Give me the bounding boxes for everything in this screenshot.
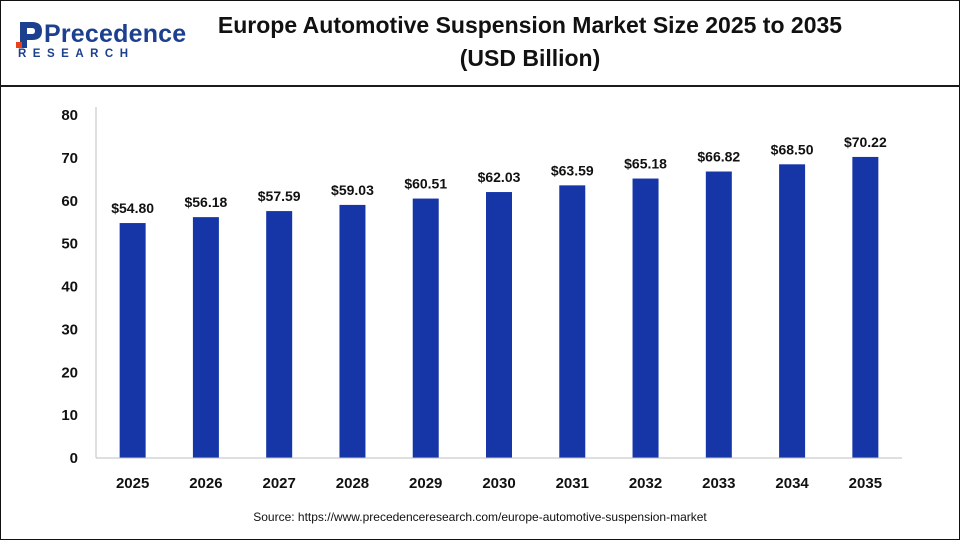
- bar-2025: [119, 223, 146, 458]
- x-tick-label-2025: 2025: [116, 475, 149, 492]
- data-label-2026: $56.18: [184, 194, 227, 210]
- chart-title-line1: Europe Automotive Suspension Market Size…: [217, 12, 843, 38]
- precedence-research-logo: Precedence RESEARCH: [14, 14, 186, 64]
- data-label-2029: $60.51: [404, 176, 447, 192]
- data-label-2028: $59.03: [331, 182, 374, 198]
- x-tick-label-2032: 2032: [629, 475, 662, 492]
- y-tick-label: 60: [61, 193, 78, 210]
- y-tick-label: 30: [61, 321, 78, 338]
- bar-2034: [779, 164, 806, 458]
- x-tick-label-2027: 2027: [262, 475, 295, 492]
- x-tick-label-2030: 2030: [482, 475, 515, 492]
- data-label-2035: $70.22: [844, 134, 887, 150]
- x-tick-label-2031: 2031: [556, 475, 589, 492]
- x-tick-label-2033: 2033: [702, 475, 735, 492]
- data-label-2030: $62.03: [478, 169, 521, 185]
- logo-mark-icon: [16, 22, 42, 48]
- source-note: Source: https://www.precedenceresearch.c…: [253, 510, 707, 524]
- bars: $54.80 $56.18 $57.59 $59.03 $60.51 $62.03 $63.…: [111, 134, 887, 458]
- data-label-2034: $68.50: [771, 141, 814, 157]
- data-label-2033: $66.82: [697, 149, 740, 165]
- x-tick-label-2034: 2034: [775, 475, 809, 492]
- bar-2026: [192, 217, 219, 458]
- header: Precedence RESEARCH Europe Automotive Su…: [0, 0, 960, 86]
- logo-subtitle: RESEARCH: [18, 48, 135, 60]
- bar-2032: [632, 178, 659, 458]
- y-tick-label: 20: [61, 364, 78, 381]
- bar-2035: [852, 156, 879, 458]
- y-axis: 0 10 20 30 40 50 60 70 80: [61, 107, 97, 467]
- bar-2029: [412, 198, 439, 458]
- x-tick-label-2026: 2026: [189, 475, 222, 492]
- data-label-2031: $63.59: [551, 162, 594, 178]
- bar-2028: [339, 204, 366, 458]
- y-tick-label: 50: [61, 236, 78, 253]
- x-tick-label-2035: 2035: [849, 475, 882, 492]
- bar-2033: [705, 171, 732, 458]
- bar-2027: [266, 211, 293, 458]
- y-tick-label: 70: [61, 150, 78, 167]
- logo-wordmark: Precedence: [44, 20, 187, 48]
- bar-2030: [486, 192, 512, 458]
- x-axis: 2025 2026 2027 2028 2029 2030 2031 2032 2033 2034…: [96, 457, 902, 492]
- y-tick-label: 80: [61, 107, 78, 124]
- header-divider: [0, 85, 960, 87]
- y-tick-label: 10: [61, 407, 78, 424]
- y-tick-label: 40: [61, 279, 78, 296]
- x-tick-label-2029: 2029: [409, 475, 442, 492]
- data-label-2025: $54.80: [111, 200, 154, 216]
- data-label-2027: $57.59: [258, 188, 301, 204]
- y-tick-label: 0: [70, 450, 78, 467]
- chart-title-line2: (USD Billion): [459, 45, 601, 71]
- data-label-2032: $65.18: [624, 156, 667, 172]
- bar-2031: [559, 185, 586, 458]
- x-tick-label-2028: 2028: [336, 475, 369, 492]
